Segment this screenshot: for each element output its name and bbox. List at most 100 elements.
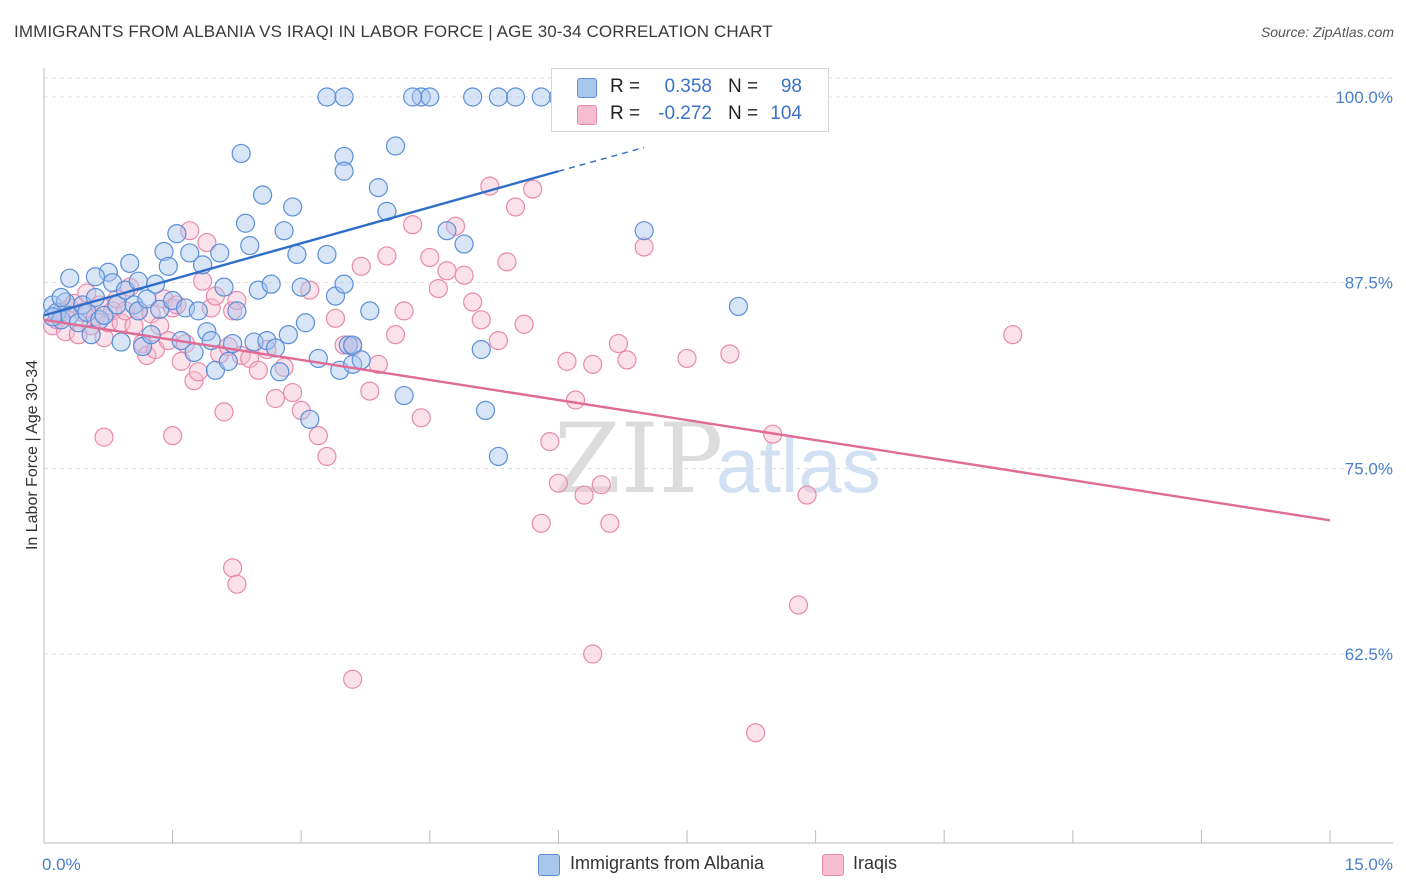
albania-point <box>488 87 508 107</box>
iraqi-point <box>583 354 603 374</box>
albania-point <box>291 277 311 297</box>
y-tick-label: 100.0% <box>1335 88 1393 107</box>
albania-point <box>334 161 354 181</box>
trend-lines <box>43 146 1331 522</box>
iraqi-point <box>377 246 397 266</box>
iraqi-point <box>445 216 466 236</box>
albania-point <box>295 313 316 333</box>
iraqi-point <box>283 382 303 403</box>
x-tick-label: 15.0% <box>1345 855 1393 874</box>
iraqi-point <box>548 473 569 493</box>
y-tick-labels: 62.5% 75.0% 87.5% 100.0% <box>1335 88 1393 664</box>
albania-point <box>488 446 508 467</box>
albania-point <box>261 274 281 294</box>
iraqi-point <box>788 595 809 615</box>
legend-r-value: 0.358 <box>664 76 712 97</box>
y-tick-label: 87.5% <box>1345 274 1393 293</box>
albania-point <box>85 267 106 287</box>
albania-point <box>197 322 217 342</box>
albania-point <box>111 332 131 352</box>
iraqi-point <box>265 388 286 409</box>
iraqi-point <box>385 325 406 345</box>
y-tick-label: 62.5% <box>1345 645 1393 664</box>
albania-point <box>81 325 101 345</box>
iraqi-point <box>197 232 217 253</box>
iraqi-point <box>677 348 697 369</box>
albania-point <box>218 351 238 371</box>
iraqi-point <box>583 644 603 664</box>
albania-point <box>154 241 174 262</box>
iraqi-point <box>600 513 620 533</box>
series-label-albania: Immigrants from Albania <box>570 853 765 873</box>
iraqi-point <box>193 271 213 291</box>
albania-point <box>235 213 256 233</box>
albania-point <box>317 87 337 107</box>
albania-point <box>253 185 273 205</box>
albania-point <box>471 339 491 360</box>
legend-r-label: R = <box>610 103 641 124</box>
series-swatch-albania <box>538 854 560 876</box>
series-label-iraqis: Iraqis <box>853 853 898 873</box>
albania-point <box>317 244 337 265</box>
legend-r-label: R = <box>610 76 641 97</box>
y-axis-label: In Labor Force | Age 30-34 <box>24 360 41 550</box>
iraqi-point <box>403 215 423 235</box>
albania-point <box>278 325 298 345</box>
albania-point <box>437 221 457 241</box>
albania-point <box>634 221 654 241</box>
albania-point <box>184 342 204 363</box>
albania-point <box>188 301 208 321</box>
albania-point <box>98 262 118 282</box>
series-legend: Immigrants from Albania Iraqis <box>0 852 1406 878</box>
albania-point <box>94 305 114 325</box>
albania-trend-extension <box>558 146 645 172</box>
legend-swatch-albania <box>577 78 597 98</box>
albania-point <box>463 87 483 107</box>
iraqi-point <box>488 330 508 351</box>
iraqi-point <box>745 723 766 743</box>
iraqi-point <box>227 290 247 311</box>
albania-point <box>120 253 140 273</box>
iraqi-point <box>565 390 586 410</box>
iraqi-point <box>617 350 637 370</box>
iraqi-point <box>188 362 208 382</box>
albania-point <box>505 87 526 107</box>
iraqi-point <box>471 310 491 330</box>
iraqi-point <box>317 446 337 467</box>
albania-point <box>351 350 371 370</box>
iraqi-point <box>214 402 234 422</box>
iraqi-point <box>420 247 440 268</box>
albania-point <box>167 224 187 244</box>
iraqi-point <box>608 333 629 354</box>
albania-point <box>128 271 148 291</box>
albania-point <box>158 256 178 276</box>
iraqi-point <box>163 426 183 446</box>
legend-n-value: 98 <box>780 76 802 97</box>
iraqi-trend-line <box>43 318 1331 522</box>
albania-point <box>60 268 80 288</box>
iraqi-point <box>514 314 534 334</box>
iraqi-point <box>1003 325 1023 345</box>
axes <box>43 68 1393 844</box>
legend-n-label: N = <box>728 76 759 97</box>
iraqi-point <box>634 237 654 257</box>
correlation-legend: R = 0.358 N = 98 R = -0.272 N = 104 <box>551 68 829 132</box>
iraqi-point <box>248 360 268 380</box>
albania-point <box>334 87 354 107</box>
iraqi-point <box>223 301 243 321</box>
iraqi-point <box>325 308 346 328</box>
iraqi-point <box>574 485 594 505</box>
albania-point <box>214 277 234 297</box>
x-tick-labels: 0.0% 15.0% <box>42 855 1393 874</box>
albania-point <box>231 143 251 164</box>
albania-point <box>51 287 71 308</box>
iraqi-point <box>184 371 204 391</box>
iraqi-point <box>540 431 560 452</box>
iraqi-point <box>505 197 526 217</box>
albania-point <box>531 87 551 107</box>
iraqi-point <box>797 485 817 505</box>
legend-r-value: -0.272 <box>658 103 712 124</box>
albania-point <box>403 87 423 107</box>
iraqi-point <box>394 301 414 321</box>
